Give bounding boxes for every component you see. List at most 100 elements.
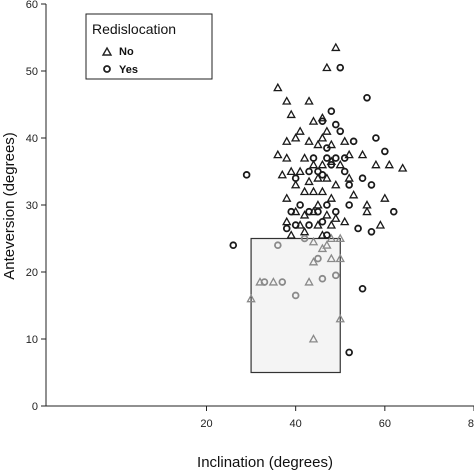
data-point-no — [313, 173, 323, 182]
data-point-yes — [349, 137, 358, 146]
data-point-no — [299, 153, 310, 162]
data-point-yes — [336, 127, 345, 136]
data-point-no — [304, 277, 314, 286]
data-point-yes — [318, 171, 327, 179]
data-point-no — [313, 200, 323, 209]
y-tick-label: 0 — [32, 401, 38, 413]
y-axis-ticks: 0 10 20 30 40 50 60 — [26, 0, 46, 413]
x-axis-ticks: 20 40 60 80 — [200, 406, 474, 430]
x-tick-label: 20 — [200, 418, 212, 430]
data-point-yes — [323, 154, 331, 162]
data-point-yes — [291, 174, 300, 183]
data-point-no — [295, 126, 305, 135]
data-point-yes — [278, 278, 287, 286]
data-point-no — [397, 163, 408, 172]
data-point-yes — [305, 167, 313, 176]
y-tick-label: 40 — [26, 133, 38, 145]
data-point-no — [326, 233, 337, 243]
data-point-yes — [358, 284, 367, 293]
data-point-no — [304, 176, 314, 186]
data-points — [229, 42, 408, 357]
data-point-yes — [389, 207, 398, 216]
data-point-no — [344, 149, 354, 159]
data-point-yes — [296, 201, 304, 209]
data-point-yes — [345, 201, 353, 209]
legend-title: Redislocation — [92, 21, 176, 37]
data-point-no — [317, 112, 328, 122]
data-point-no — [371, 159, 381, 169]
x-axis-label: Inclination (degrees) — [197, 454, 333, 471]
y-tick-label: 50 — [26, 66, 38, 78]
data-point-no — [308, 236, 319, 246]
data-point-no — [299, 226, 310, 236]
data-point-no — [322, 210, 332, 219]
data-point-yes — [309, 154, 318, 162]
data-point-no — [340, 216, 350, 226]
data-point-no — [295, 166, 305, 176]
data-point-yes — [367, 228, 376, 236]
data-point-no — [375, 220, 386, 229]
data-point-no — [348, 190, 359, 199]
data-point-no — [273, 149, 283, 159]
data-point-no — [335, 253, 345, 263]
data-point-yes — [381, 147, 389, 156]
legend-box — [85, 13, 213, 80]
data-point-no — [313, 139, 323, 149]
data-point-no — [282, 153, 292, 162]
data-point-no — [326, 193, 337, 202]
data-point-no — [322, 62, 332, 72]
data-point-yes — [291, 221, 300, 229]
x-tick-label: 40 — [290, 418, 302, 430]
data-point-no — [317, 159, 328, 169]
data-point-no — [384, 159, 394, 169]
data-point-no — [313, 220, 323, 229]
data-point-yes — [305, 221, 313, 229]
data-point-no — [246, 293, 256, 303]
data-point-yes — [318, 117, 327, 126]
x-tick-label: 80 — [468, 418, 474, 430]
data-point-no — [326, 139, 337, 149]
data-point-yes — [331, 207, 340, 216]
data-point-no — [286, 230, 296, 239]
data-point-yes — [323, 231, 331, 239]
legend: Redislocation No Yes — [85, 13, 213, 80]
data-point-yes — [305, 207, 313, 216]
data-point-no — [268, 277, 279, 286]
x-tick-label: 60 — [379, 418, 391, 430]
y-tick-label: 10 — [26, 334, 38, 346]
data-point-no — [290, 133, 301, 142]
data-point-yes — [323, 144, 331, 152]
data-point-no — [308, 334, 319, 343]
data-point-no — [308, 257, 319, 266]
data-point-yes — [229, 241, 238, 250]
data-point-yes — [336, 63, 345, 72]
data-point-yes — [318, 274, 327, 283]
data-point-no — [308, 186, 319, 196]
legend-entry-no: No — [119, 46, 134, 58]
data-point-no — [286, 166, 296, 176]
data-point-no — [282, 193, 292, 202]
data-point-no — [304, 96, 314, 105]
data-point-no — [326, 253, 337, 263]
data-point-yes — [331, 154, 340, 162]
data-point-no — [286, 109, 296, 119]
data-point-no — [335, 313, 345, 323]
data-point-yes — [274, 241, 282, 250]
data-point-yes — [331, 120, 340, 129]
legend-entry-yes: Yes — [119, 64, 138, 76]
y-axis-label: Anteversion (degrees) — [1, 132, 18, 280]
data-point-yes — [327, 107, 336, 115]
data-point-yes — [367, 181, 376, 189]
data-point-no — [344, 173, 354, 182]
data-point-no — [322, 173, 332, 182]
data-point-yes — [291, 291, 300, 300]
data-point-no — [304, 136, 314, 145]
data-point-no — [322, 240, 332, 249]
y-tick-label: 20 — [26, 267, 38, 279]
data-point-no — [282, 96, 292, 105]
data-point-yes — [260, 278, 269, 286]
data-point-no — [331, 42, 341, 52]
data-point-no — [331, 213, 341, 222]
